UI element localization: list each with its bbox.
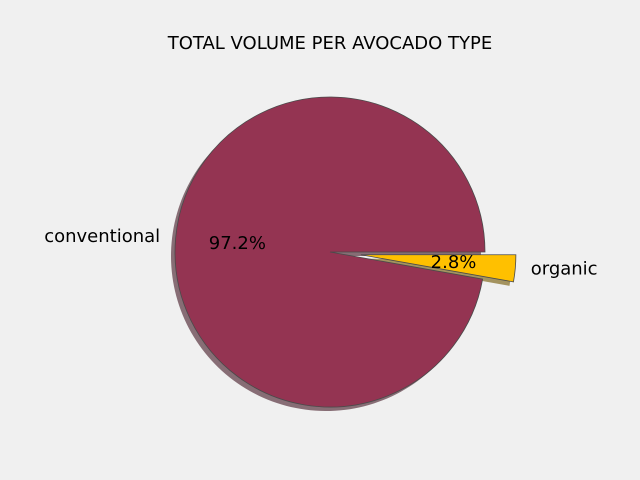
slice-label-organic: organic — [531, 259, 598, 280]
pie-slice-organic — [360, 254, 517, 283]
chart-title: TOTAL VOLUME PER AVOCADO TYPE — [167, 33, 493, 54]
slice-label-conventional: conventional — [44, 226, 160, 247]
slice-layer — [174, 96, 517, 408]
slice-pct-label-conventional: 97.2% — [209, 233, 266, 254]
pie-slice-conventional — [174, 96, 486, 408]
slice-pct-label-organic: 2.8% — [431, 252, 477, 273]
label-layer: conventional 97.2% organic 2.8% — [44, 226, 597, 280]
